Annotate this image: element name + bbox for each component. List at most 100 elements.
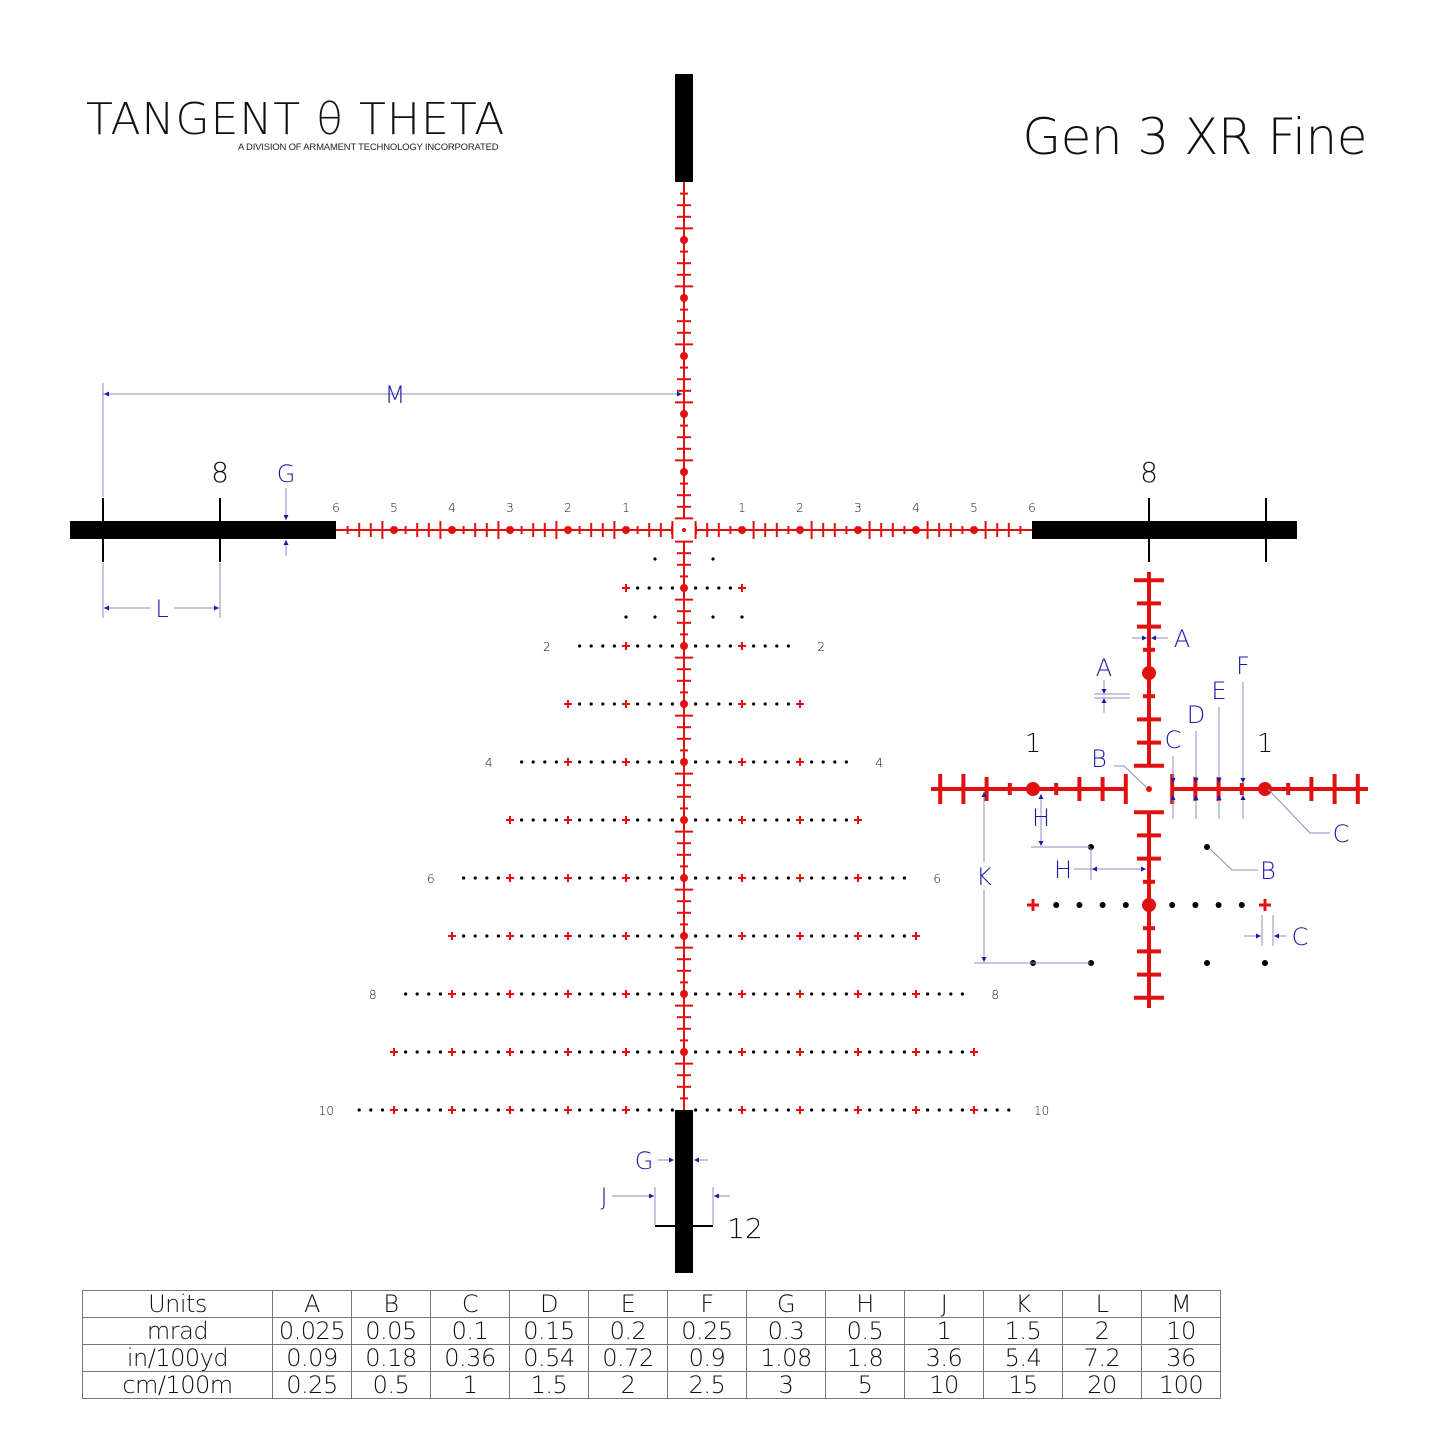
inset-label-E: E <box>1211 677 1226 705</box>
wind-hold-dot <box>810 760 814 764</box>
wind-hold-dot <box>995 1108 999 1112</box>
wind-hold-dot <box>636 586 640 590</box>
wind-hold-dot <box>659 702 663 706</box>
arrow-icon <box>104 605 109 611</box>
wind-hold-dot <box>810 992 814 996</box>
wind-hold-dot <box>670 992 675 996</box>
wind-hold-dot <box>891 1108 895 1112</box>
spec-cell: 1 <box>430 1371 510 1399</box>
spec-cell: 5.4 <box>983 1344 1063 1372</box>
wind-hold-dot <box>670 760 675 764</box>
top-thick-bar <box>675 74 693 182</box>
wind-hold-dot <box>694 702 698 706</box>
wind-hold-dot <box>554 760 559 764</box>
wind-hold-dot <box>589 992 593 996</box>
mil-label-left: 5 <box>390 501 398 515</box>
arrow-icon <box>1101 689 1107 694</box>
spec-row-label: mrad <box>82 1317 273 1345</box>
stadia-label-right-8: 8 <box>1140 456 1158 489</box>
spec-cell: C <box>430 1290 510 1318</box>
wind-hold-dot <box>636 644 640 648</box>
wind-hold-dot <box>902 1108 907 1112</box>
spec-cell: 2 <box>1062 1317 1142 1345</box>
wind-hold-dot <box>844 992 849 996</box>
wind-hold-dot <box>496 1108 500 1112</box>
wind-hold-dot <box>589 934 593 938</box>
wind-hold-dot <box>763 1108 767 1112</box>
wind-hold-dot <box>612 1050 617 1054</box>
wind-hold-dot <box>473 876 477 880</box>
inset-wind-dot <box>1204 844 1210 850</box>
wind-hold-dot <box>728 1108 733 1112</box>
wind-hold-dot <box>728 876 733 880</box>
wind-hold-dot <box>728 818 733 822</box>
wind-hold-dot <box>520 992 524 996</box>
wind-hold-dot <box>740 615 744 619</box>
wind-hold-dot <box>810 934 814 938</box>
wind-hold-dot <box>543 818 547 822</box>
dimension-label-M: M <box>385 381 406 409</box>
wind-hold-dot <box>415 1050 419 1054</box>
arrow-icon <box>1142 635 1147 641</box>
wind-hold-dot <box>821 934 825 938</box>
wind-hold-dot <box>636 760 640 764</box>
wind-hold-dot <box>833 1108 837 1112</box>
spec-cell: E <box>588 1290 668 1318</box>
spec-cell: 3 <box>746 1371 826 1399</box>
wind-hold-dot <box>949 1050 953 1054</box>
wind-hold-dot <box>775 702 779 706</box>
spec-cell: 7.2 <box>1062 1344 1142 1372</box>
wind-hold-dot <box>554 992 559 996</box>
wind-hold-dot <box>786 760 791 764</box>
wind-hold-dot <box>653 615 657 619</box>
leader-line-B <box>1208 847 1258 871</box>
spec-cell: 0.1 <box>430 1317 510 1345</box>
wind-hold-dot <box>462 1108 466 1112</box>
wind-hold-dot <box>786 1108 791 1112</box>
wind-hold-dot <box>868 1050 872 1054</box>
wind-hold-dot <box>775 876 779 880</box>
arrow-icon <box>1216 778 1222 783</box>
mil-label-right: 5 <box>970 501 978 515</box>
wind-hold-dot <box>868 992 872 996</box>
arrow-icon <box>1038 794 1044 799</box>
wind-hold-dot <box>427 992 431 996</box>
spec-cell: 1.8 <box>825 1344 905 1372</box>
mil-dot <box>680 236 688 244</box>
wind-hold-dot <box>589 644 593 648</box>
wind-hold-dot <box>960 1108 965 1112</box>
spec-cell: 0.25 <box>667 1317 747 1345</box>
wind-hold-dot <box>717 934 721 938</box>
wind-hold-dot <box>554 1050 559 1054</box>
label-bg <box>972 862 996 890</box>
wind-hold-dot <box>659 644 663 648</box>
wind-hold-dot <box>752 992 756 996</box>
arrow-icon <box>283 540 289 545</box>
wind-hold-dot <box>543 760 547 764</box>
arrow-icon <box>1193 778 1199 783</box>
wind-hold-dot <box>711 557 715 561</box>
spec-cell: 0.15 <box>509 1317 589 1345</box>
arrow-icon <box>214 605 219 611</box>
inset-wind-dot <box>1053 902 1060 908</box>
wind-hold-dot <box>647 992 651 996</box>
mil-dot <box>622 526 630 534</box>
wind-hold-dot <box>786 702 791 706</box>
wind-hold-dot <box>578 1050 582 1054</box>
wind-hold-dot <box>960 992 965 996</box>
mil-dot <box>738 526 746 534</box>
wind-hold-dot <box>612 934 617 938</box>
spec-cell: 0.9 <box>667 1344 747 1372</box>
spec-cell: 1 <box>904 1317 984 1345</box>
holdover-row-label-left: 6 <box>427 872 435 886</box>
wind-hold-dot <box>520 876 524 880</box>
wind-hold-dot <box>763 818 767 822</box>
arrow-icon <box>1101 698 1107 703</box>
mil-dot <box>680 874 688 882</box>
spec-cell: 0.3 <box>746 1317 826 1345</box>
left-thick-bar <box>70 521 336 539</box>
dimension-label-L: L <box>155 595 168 623</box>
inset-mil-dot <box>1026 782 1040 796</box>
wind-hold-dot <box>705 702 709 706</box>
